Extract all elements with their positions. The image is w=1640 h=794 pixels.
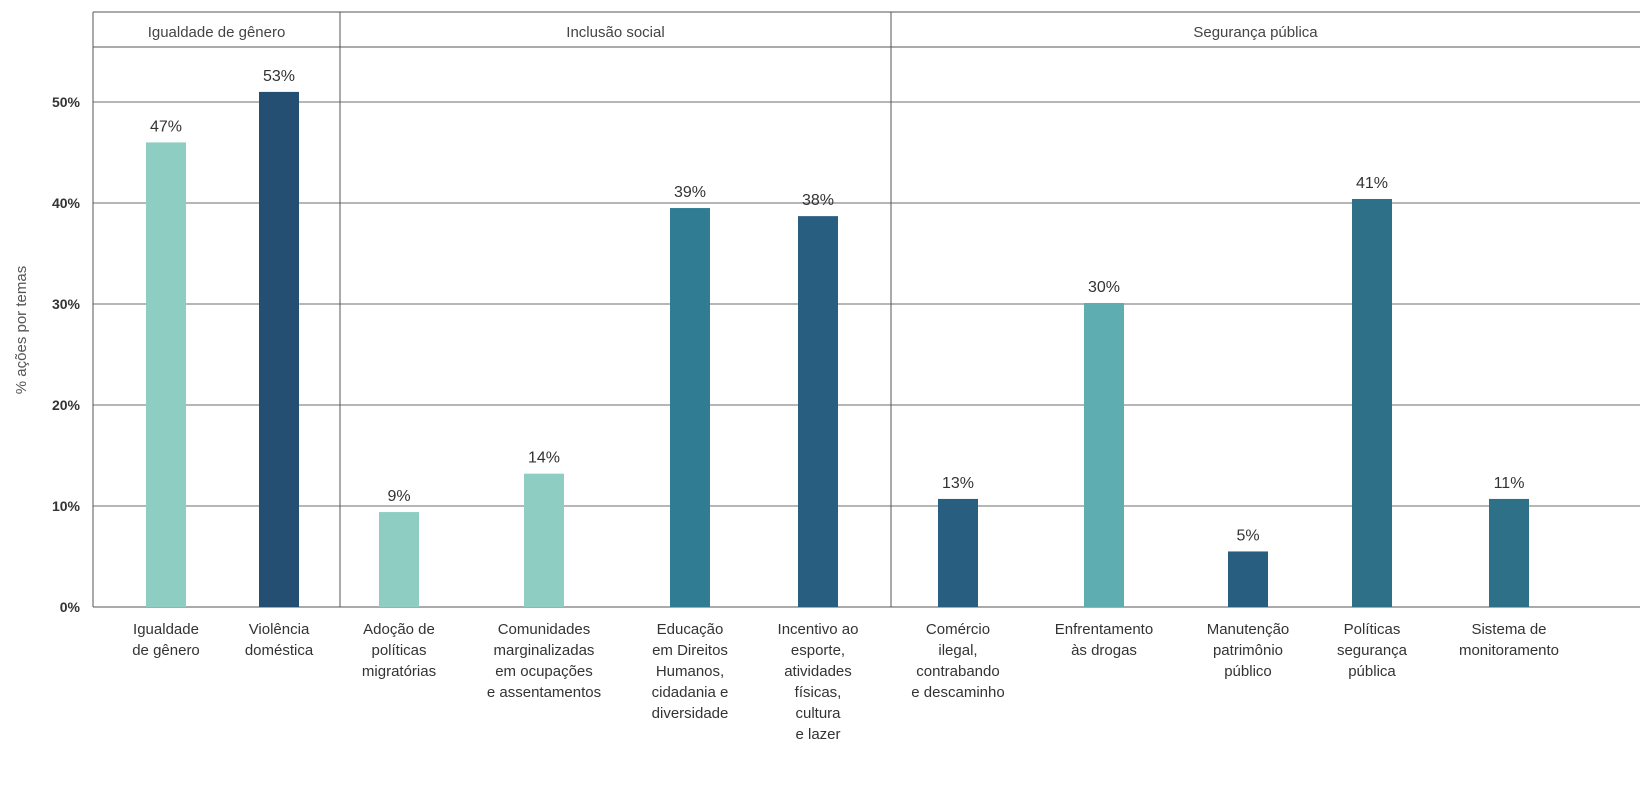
category-label: físicas, — [795, 684, 842, 701]
category-label: marginalizadas — [494, 642, 595, 659]
category-label: e assentamentos — [487, 684, 601, 701]
bar — [1228, 551, 1268, 607]
bar — [259, 91, 299, 607]
bar — [1489, 498, 1529, 607]
panel-title: Igualdade de gênero — [148, 24, 286, 41]
category-label: Enfrentamento — [1055, 621, 1153, 638]
data-label: 5% — [1236, 527, 1259, 544]
bar — [524, 473, 564, 607]
data-label: 38% — [802, 192, 834, 209]
category-label: patrimônio — [1213, 642, 1283, 659]
category-label: Igualdade — [133, 621, 199, 638]
y-axis-label: % ações por temas — [13, 266, 30, 394]
category-label: doméstica — [245, 642, 314, 659]
category-label: Comunidades — [498, 621, 591, 638]
category-label: esporte, — [791, 642, 845, 659]
category-label: contrabando — [916, 663, 999, 680]
data-label: 9% — [387, 488, 410, 505]
data-label: 47% — [150, 118, 182, 135]
data-label: 53% — [263, 68, 295, 85]
category-label: de gênero — [132, 642, 200, 659]
category-label: migratórias — [362, 663, 436, 680]
y-tick-label: 50% — [52, 94, 81, 110]
category-label: em Direitos — [652, 642, 728, 659]
category-label: Políticas — [1344, 621, 1401, 638]
category-label: ilegal, — [938, 642, 977, 659]
panel-title: Inclusão social — [566, 24, 664, 41]
panel-title: Segurança pública — [1193, 24, 1318, 41]
bar — [1084, 302, 1124, 607]
data-label: 13% — [942, 475, 974, 492]
category-label: público — [1224, 663, 1272, 680]
category-label: Manutenção — [1207, 621, 1290, 638]
data-label: 14% — [528, 450, 560, 467]
category-label: monitoramento — [1459, 642, 1559, 659]
category-label: às drogas — [1071, 642, 1137, 659]
bar — [379, 512, 419, 607]
y-tick-label: 40% — [52, 195, 81, 211]
data-label: 39% — [674, 184, 706, 201]
bar — [146, 142, 186, 607]
y-tick-label: 0% — [60, 599, 81, 615]
category-label: Educação — [657, 621, 724, 638]
y-tick-label: 10% — [52, 498, 81, 514]
category-label: e lazer — [795, 726, 840, 743]
category-label: segurança — [1337, 642, 1408, 659]
data-label: 30% — [1088, 279, 1120, 296]
category-label: pública — [1348, 663, 1396, 680]
bar — [798, 216, 838, 607]
bar — [670, 208, 710, 608]
bar — [938, 498, 978, 607]
category-label: e descaminho — [911, 684, 1004, 701]
category-label: Incentivo ao — [778, 621, 859, 638]
category-label: políticas — [371, 642, 426, 659]
category-label: Violência — [249, 621, 310, 638]
data-label: 11% — [1494, 475, 1525, 492]
category-label: Adoção de — [363, 621, 435, 638]
y-tick-label: 20% — [52, 397, 81, 413]
category-label: em ocupações — [495, 663, 593, 680]
category-label: Humanos, — [656, 663, 724, 680]
category-label: cultura — [795, 705, 841, 722]
category-label: diversidade — [652, 705, 729, 722]
category-label: Comércio — [926, 621, 990, 638]
category-label: Sistema de — [1471, 621, 1546, 638]
data-label: 41% — [1356, 175, 1388, 192]
category-label: cidadania e — [652, 684, 729, 701]
bar — [1352, 198, 1392, 607]
category-label: atividades — [784, 663, 852, 680]
y-tick-label: 30% — [52, 296, 81, 312]
